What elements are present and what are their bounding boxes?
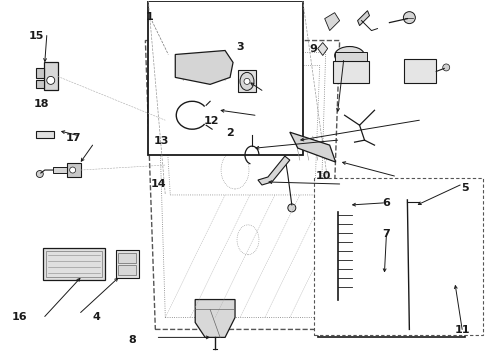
- Text: 15: 15: [28, 31, 44, 41]
- Polygon shape: [325, 13, 340, 31]
- Bar: [119, 265, 136, 275]
- Text: 11: 11: [454, 325, 470, 335]
- Text: 12: 12: [204, 116, 220, 126]
- Text: 2: 2: [226, 129, 234, 138]
- Text: 17: 17: [66, 133, 81, 143]
- Polygon shape: [44, 62, 58, 90]
- Bar: [318, 183, 465, 337]
- Text: 14: 14: [150, 179, 166, 189]
- Ellipse shape: [240, 72, 254, 90]
- Bar: [342, 273, 373, 305]
- Polygon shape: [355, 318, 369, 329]
- Polygon shape: [258, 156, 290, 185]
- Text: 7: 7: [383, 229, 391, 239]
- Polygon shape: [318, 42, 328, 55]
- Text: 3: 3: [236, 42, 244, 52]
- Circle shape: [288, 204, 296, 212]
- Bar: [382, 267, 409, 315]
- Text: 4: 4: [92, 312, 100, 322]
- Polygon shape: [451, 275, 467, 292]
- Polygon shape: [195, 300, 235, 337]
- Bar: [335, 53, 367, 64]
- Polygon shape: [36, 80, 44, 88]
- Polygon shape: [358, 11, 369, 26]
- Bar: [404, 59, 436, 84]
- Polygon shape: [53, 167, 67, 173]
- Bar: [36, 131, 54, 138]
- Text: 13: 13: [153, 136, 169, 146]
- Bar: [314, 178, 483, 336]
- Polygon shape: [175, 50, 233, 84]
- Polygon shape: [67, 163, 81, 177]
- Bar: [43, 248, 104, 280]
- Text: 10: 10: [316, 171, 331, 181]
- Bar: [333, 62, 368, 84]
- Bar: [148, 1, 303, 155]
- Polygon shape: [290, 132, 336, 162]
- Circle shape: [47, 76, 55, 84]
- Text: 1: 1: [146, 12, 154, 22]
- Text: 6: 6: [383, 198, 391, 208]
- Polygon shape: [36, 68, 44, 78]
- Text: 18: 18: [33, 99, 49, 109]
- Circle shape: [403, 12, 416, 24]
- Circle shape: [36, 171, 43, 177]
- Bar: [46, 251, 101, 276]
- Text: 8: 8: [129, 334, 137, 345]
- Circle shape: [244, 78, 250, 84]
- Circle shape: [70, 167, 75, 173]
- Bar: [116, 250, 140, 278]
- Circle shape: [443, 64, 450, 71]
- Text: 5: 5: [461, 183, 468, 193]
- Ellipse shape: [335, 46, 365, 64]
- Text: 16: 16: [12, 312, 27, 322]
- Bar: [119, 253, 136, 263]
- Text: 9: 9: [309, 44, 317, 54]
- Bar: [238, 71, 256, 92]
